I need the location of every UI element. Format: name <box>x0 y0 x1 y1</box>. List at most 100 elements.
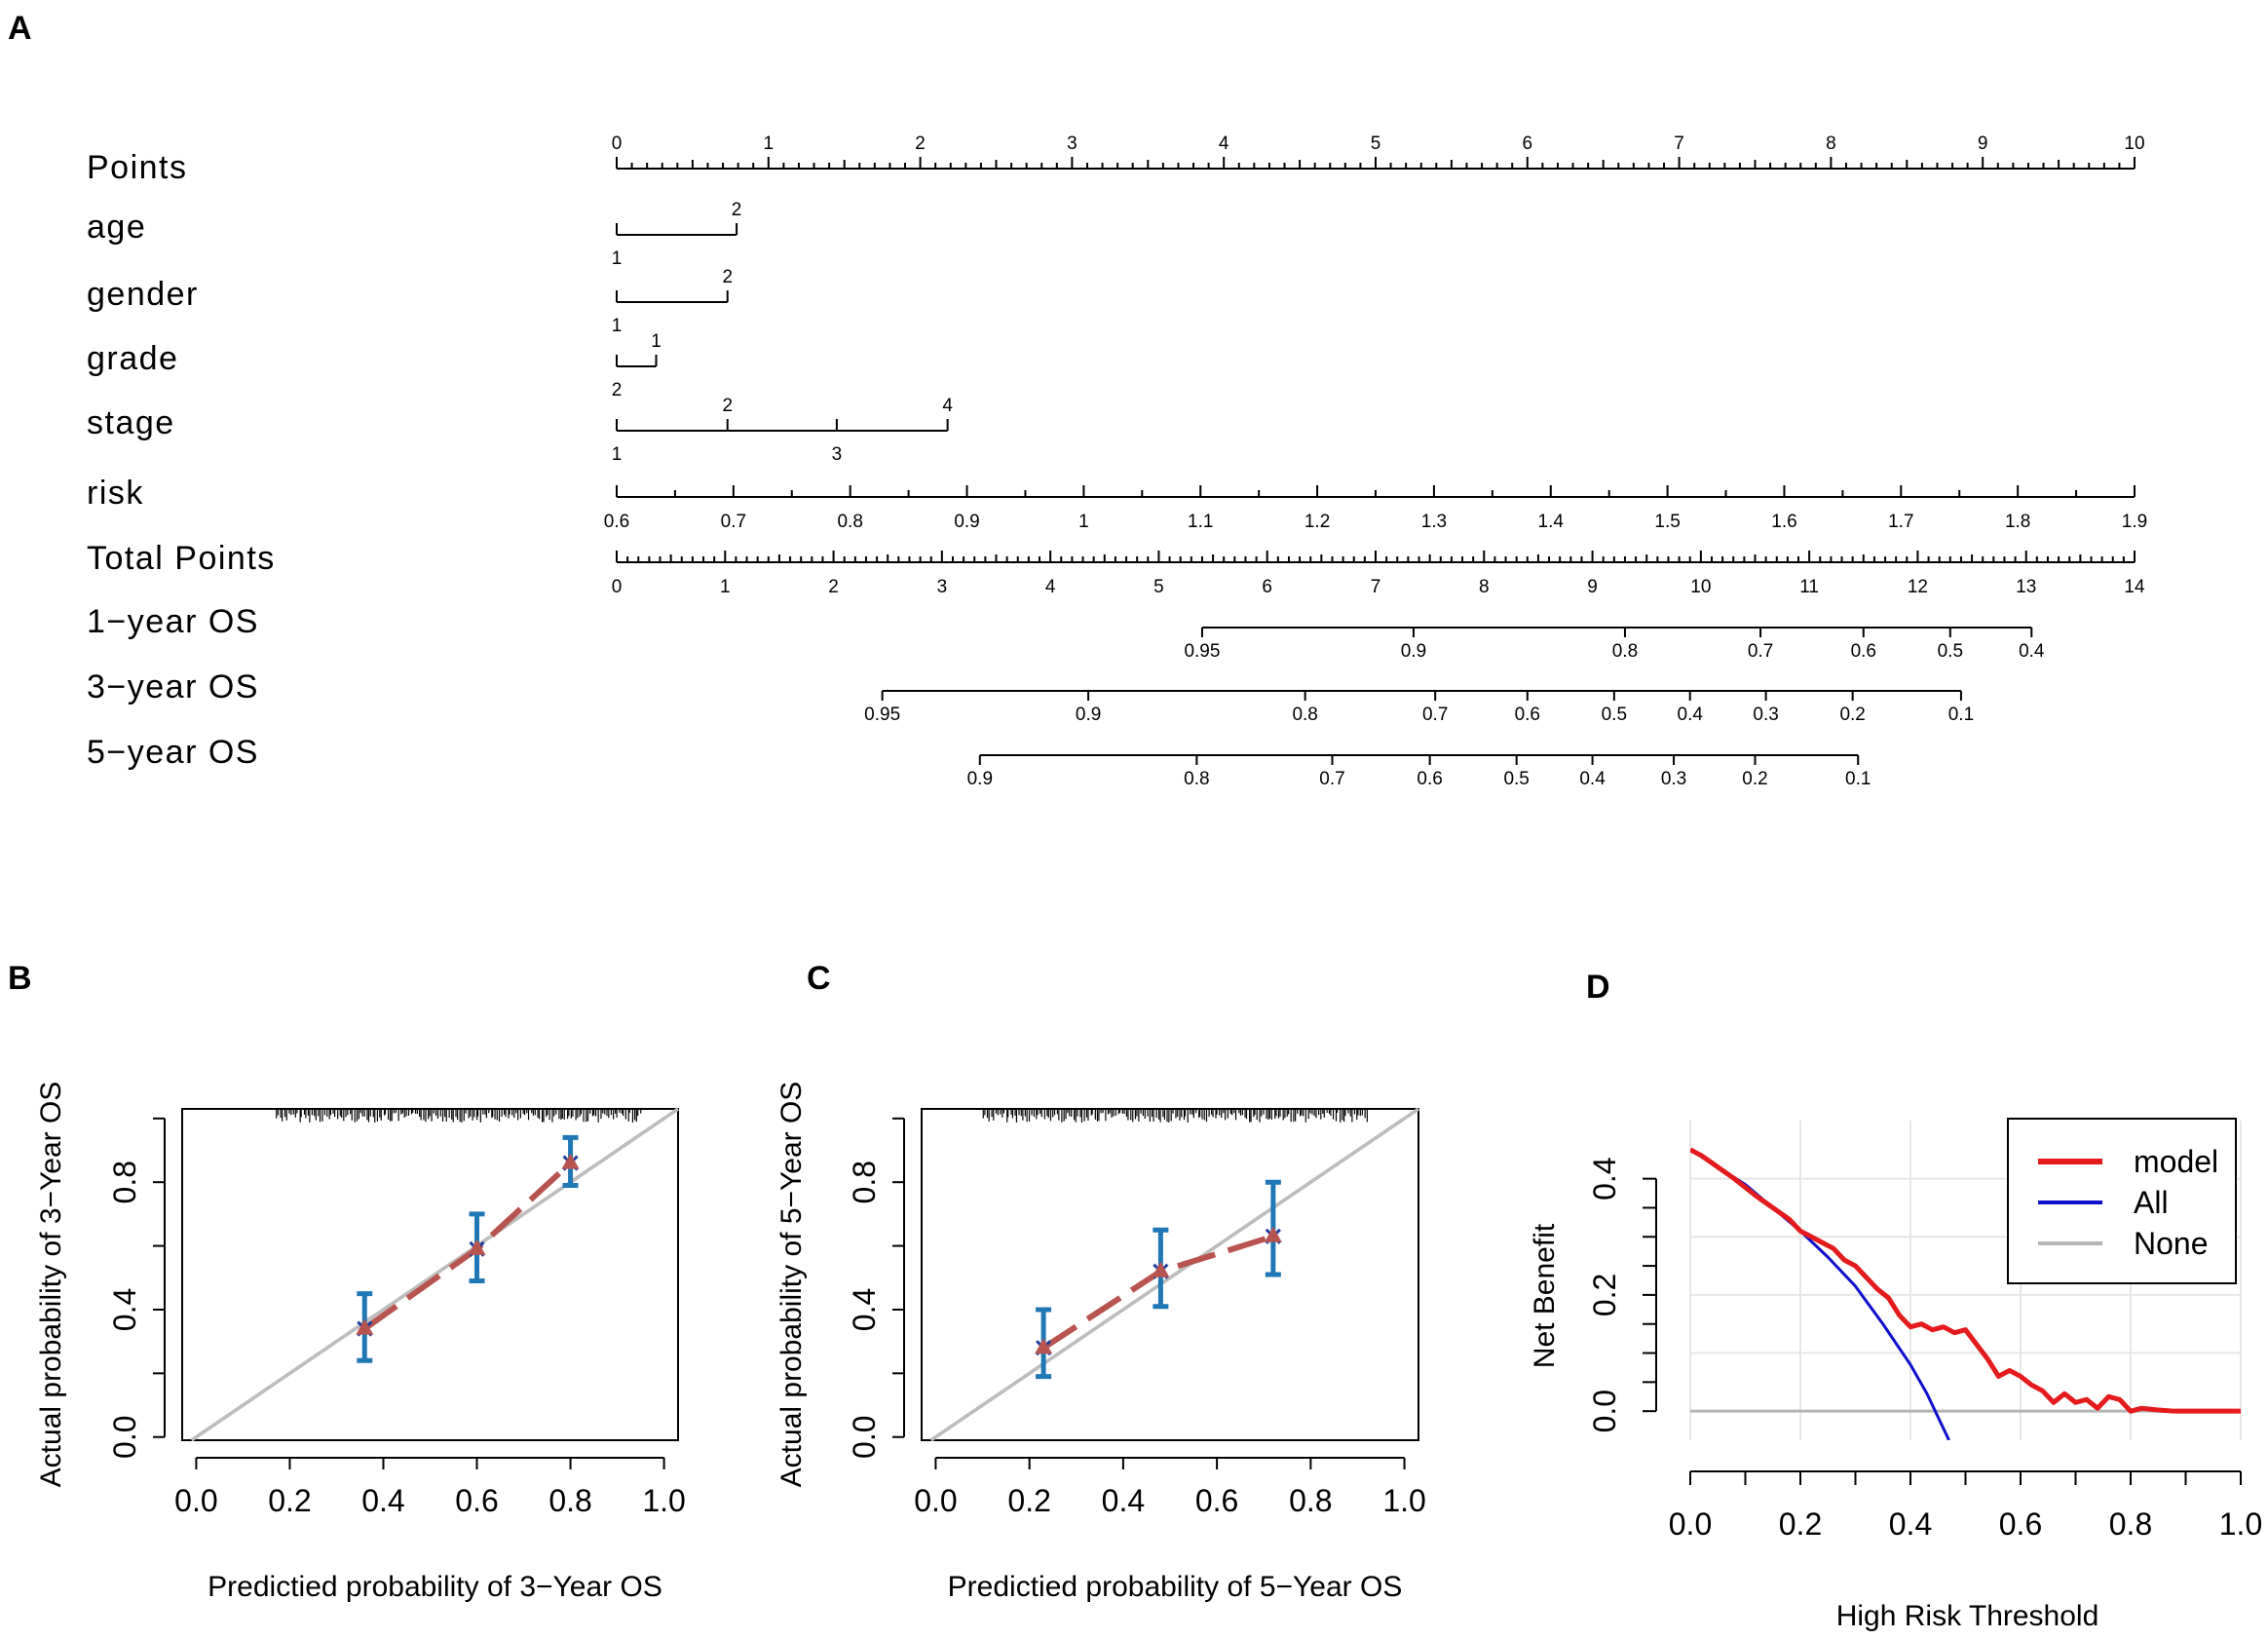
os-tick-label: 0.6 <box>1417 769 1442 789</box>
panel-label-b: B <box>8 960 32 997</box>
nomogram-row-label: grade <box>87 340 178 377</box>
x-tick-label: 0.8 <box>1289 1483 1332 1518</box>
total-points-tick-label: 7 <box>1371 577 1381 597</box>
nomogram-row-label: 5−year OS <box>87 734 259 771</box>
x-tick-label: 0.0 <box>174 1483 217 1518</box>
os-tick-label: 0.2 <box>1839 705 1865 725</box>
stage-level-label: 3 <box>832 444 843 465</box>
y-tick-label: 0.8 <box>107 1161 142 1203</box>
x-axis-title: Predictied probability of 3−Year OS <box>208 1571 662 1603</box>
y-tick-label: 0.8 <box>847 1161 882 1203</box>
grade-level-label: 1 <box>651 331 662 352</box>
point-triangle <box>1152 1261 1170 1277</box>
nomogram-row-label: gender <box>87 276 199 313</box>
ideal-diagonal-ext <box>929 1107 1419 1442</box>
total-points-tick-label: 9 <box>1587 577 1598 597</box>
grade-level-label: 2 <box>612 380 623 400</box>
ideal-diagonal-ext <box>190 1107 679 1442</box>
x-tick-label: 0.4 <box>1889 1506 1932 1542</box>
legend: model All None <box>2007 1118 2237 1284</box>
nomogram-row-label: Total Points <box>87 540 276 577</box>
nomogram-row-label: 3−year OS <box>87 668 259 705</box>
nomogram-row-label: Points <box>87 149 188 186</box>
total-points-tick-label: 10 <box>1690 577 1711 597</box>
x-tick-label: 0.8 <box>2109 1506 2152 1542</box>
panel-label-a: A <box>8 10 32 47</box>
points-tick-label: 0 <box>612 133 623 154</box>
gender-level-label: 1 <box>612 316 623 336</box>
panel-label-c: C <box>807 960 831 997</box>
x-tick-label: 0.6 <box>1999 1506 2042 1542</box>
points-tick-label: 3 <box>1067 133 1077 154</box>
risk-tick-label: 0.6 <box>604 512 629 532</box>
nomogram-row-label: risk <box>87 475 144 512</box>
calibration-curve <box>362 1161 573 1332</box>
series-model-line <box>1690 1147 2241 1414</box>
risk-tick-label: 1.9 <box>2122 512 2147 532</box>
os-tick-label: 0.4 <box>2019 641 2045 662</box>
gender-level-label: 2 <box>722 267 733 287</box>
os-tick-label: 0.9 <box>1076 705 1101 725</box>
y-tick-label: 0.2 <box>1587 1274 1622 1316</box>
os-tick-label: 0.7 <box>1748 641 1773 662</box>
x-tick-label: 0.2 <box>1007 1483 1050 1518</box>
total-points-tick-label: 5 <box>1153 577 1164 597</box>
os-tick-label: 0.4 <box>1579 769 1606 789</box>
risk-tick-label: 1.1 <box>1188 512 1213 532</box>
x-tick-label: 0.6 <box>455 1483 498 1518</box>
os-tick-label: 0.5 <box>1938 641 1963 662</box>
os-tick-label: 0.8 <box>1612 641 1638 662</box>
total-points-tick-label: 8 <box>1479 577 1490 597</box>
x-tick-label: 0.6 <box>1195 1483 1238 1518</box>
os-tick-label: 0.4 <box>1678 705 1704 725</box>
y-tick-label: 0.0 <box>847 1415 882 1458</box>
point-triangle <box>1264 1226 1282 1242</box>
risk-tick-label: 1.8 <box>2005 512 2030 532</box>
total-points-tick-label: 14 <box>2124 577 2145 597</box>
os-tick-label: 0.6 <box>1851 641 1876 662</box>
os-tick-label: 0.5 <box>1602 705 1627 725</box>
x-tick-label: 0.0 <box>914 1483 957 1518</box>
total-points-tick-label: 4 <box>1045 577 1056 597</box>
x-tick-label: 1.0 <box>642 1483 685 1518</box>
risk-tick-label: 1.3 <box>1421 512 1447 532</box>
decision-curve-panel: 0.0 0.2 0.4 0.6 0.8 1.0 High Risk Threshold 0.0… <box>1529 1118 2262 1632</box>
y-tick-label: 0.0 <box>107 1415 142 1458</box>
x-tick-label: 0.2 <box>268 1483 311 1518</box>
stage-level-label: 1 <box>612 444 623 465</box>
age-level-label: 1 <box>612 248 623 269</box>
nomogram-row-label: stage <box>87 404 175 441</box>
risk-tick-label: 1.5 <box>1654 512 1680 532</box>
risk-tick-label: 1.4 <box>1538 512 1565 532</box>
total-points-tick-label: 0 <box>612 577 623 597</box>
os-tick-label: 0.7 <box>1319 769 1344 789</box>
y-tick-label: 0.4 <box>107 1288 142 1331</box>
point-triangle <box>356 1318 374 1335</box>
os-tick-label: 0.7 <box>1422 705 1448 725</box>
nomogram-row-label: 1−year OS <box>87 603 259 640</box>
x-tick-label: 0.4 <box>1102 1483 1145 1518</box>
risk-tick-label: 0.8 <box>837 512 862 532</box>
y-tick-label: 0.4 <box>847 1288 882 1331</box>
age-level-label: 2 <box>732 200 742 220</box>
y-tick-label: 0.4 <box>1587 1157 1622 1200</box>
panel-label-d: D <box>1586 969 1610 1006</box>
x-axis-title: High Risk Threshold <box>1836 1600 2099 1632</box>
legend-label-all: All <box>2134 1185 2169 1220</box>
y-axis-title: Actual probability of 3−Year OS <box>35 1082 67 1488</box>
os-tick-label: 0.6 <box>1515 705 1540 725</box>
x-tick-label: 0.2 <box>1779 1506 1822 1542</box>
y-axis-title: Actual probability of 5−Year OS <box>775 1082 808 1488</box>
risk-tick-label: 1.7 <box>1888 512 1913 532</box>
legend-label-none: None <box>2134 1226 2209 1261</box>
nomogram-row-label: age <box>87 209 146 246</box>
risk-tick-label: 0.9 <box>954 512 979 532</box>
os-tick-label: 0.1 <box>1845 769 1871 789</box>
x-tick-label: 0.8 <box>548 1483 591 1518</box>
points-tick-label: 10 <box>2124 133 2144 154</box>
total-points-tick-label: 1 <box>720 577 731 597</box>
risk-tick-label: 0.7 <box>721 512 746 532</box>
total-points-tick-label: 13 <box>2016 577 2036 597</box>
os-tick-label: 0.3 <box>1753 705 1778 725</box>
